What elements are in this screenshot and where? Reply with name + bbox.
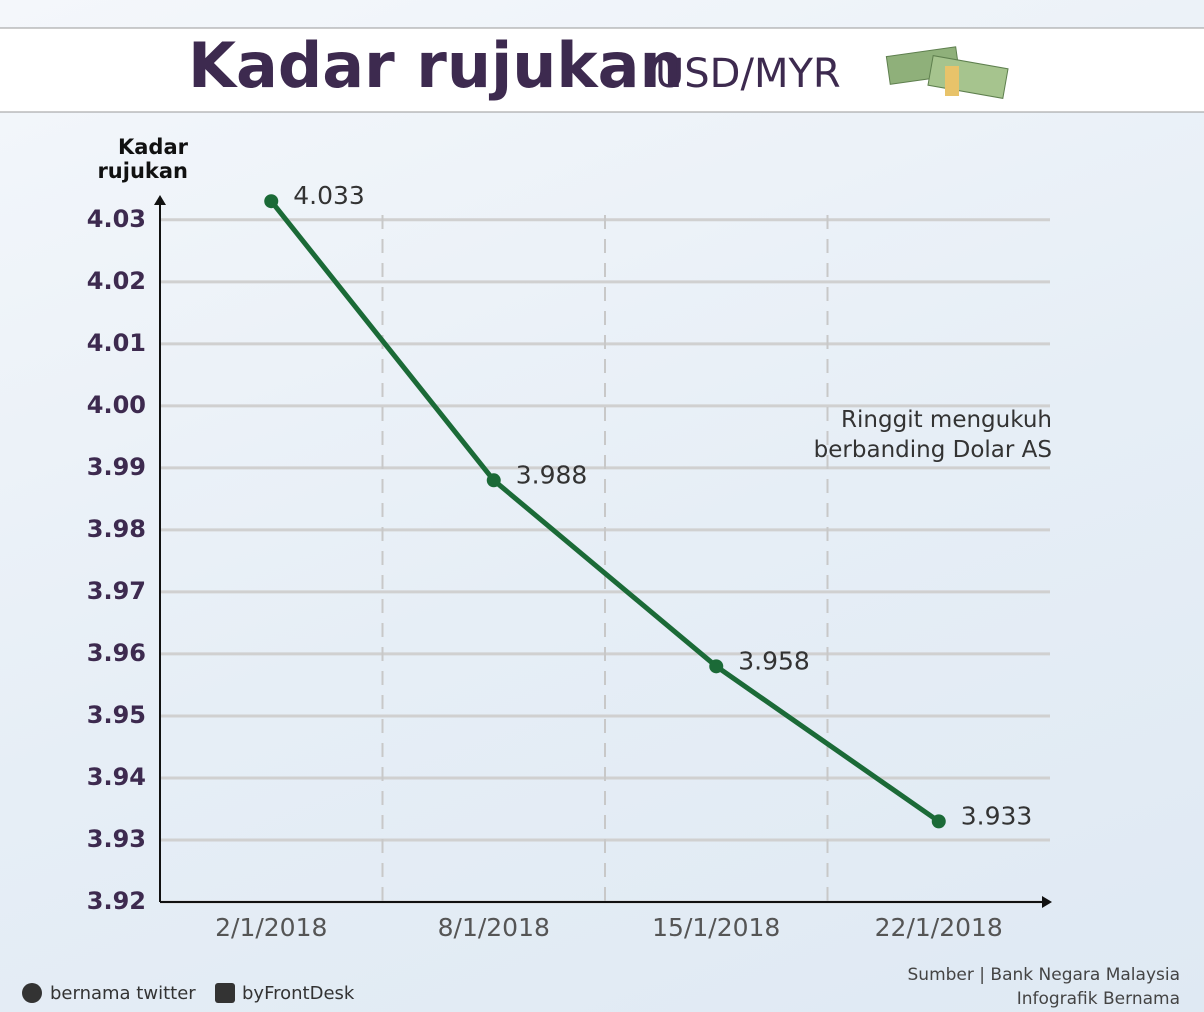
y-tick-label: 4.01 (87, 329, 146, 357)
data-label: 4.033 (293, 181, 365, 210)
line (269, 199, 941, 824)
chart-subtitle: USD/MYR (655, 51, 841, 97)
point (264, 194, 279, 209)
chart-title: Kadar rujukan (188, 29, 684, 102)
y-tick-label: 3.97 (87, 577, 146, 605)
data-label: 3.988 (516, 460, 588, 489)
y-tick-label: 4.02 (87, 267, 146, 295)
x-tick-label: 2/1/2018 (215, 913, 327, 942)
x-tick-label: 8/1/2018 (438, 913, 550, 942)
y-tick-label: 3.94 (87, 763, 146, 791)
twitter-icon (22, 983, 42, 1003)
data-label: 3.958 (738, 646, 810, 675)
y-tick-label: 4.00 (87, 391, 146, 419)
x-tick-label: 22/1/2018 (875, 913, 1003, 942)
y-tick-label: 3.95 (87, 701, 146, 729)
facebook-icon (215, 983, 235, 1003)
point (709, 659, 724, 674)
point (931, 814, 946, 829)
footer-facebook: byFrontDesk (242, 983, 355, 1004)
point (486, 473, 501, 488)
y-tick-label: 3.98 (87, 515, 146, 543)
data-label: 3.933 (961, 801, 1033, 830)
y-axis-label: Kadar rujukan (97, 135, 188, 183)
footer-credit: Infografik Bernama (1017, 989, 1180, 1009)
y-tick-label: 3.99 (87, 453, 146, 481)
y-tick-label: 3.96 (87, 639, 146, 667)
money-icon (885, 46, 1009, 99)
y-tick-label: 4.03 (87, 205, 146, 233)
footer-twitter: bernama twitter (50, 983, 196, 1004)
y-tick-label: 3.92 (87, 887, 146, 915)
x-tick-label: 15/1/2018 (652, 913, 780, 942)
annotation: Ringgit mengukuh berbanding Dolar AS (813, 407, 1052, 463)
x-axis-arrow (1042, 896, 1052, 908)
y-axis-arrow (154, 195, 166, 205)
footer-source: Sumber | Bank Negara Malaysia (908, 965, 1180, 985)
y-tick-label: 3.93 (87, 825, 146, 853)
